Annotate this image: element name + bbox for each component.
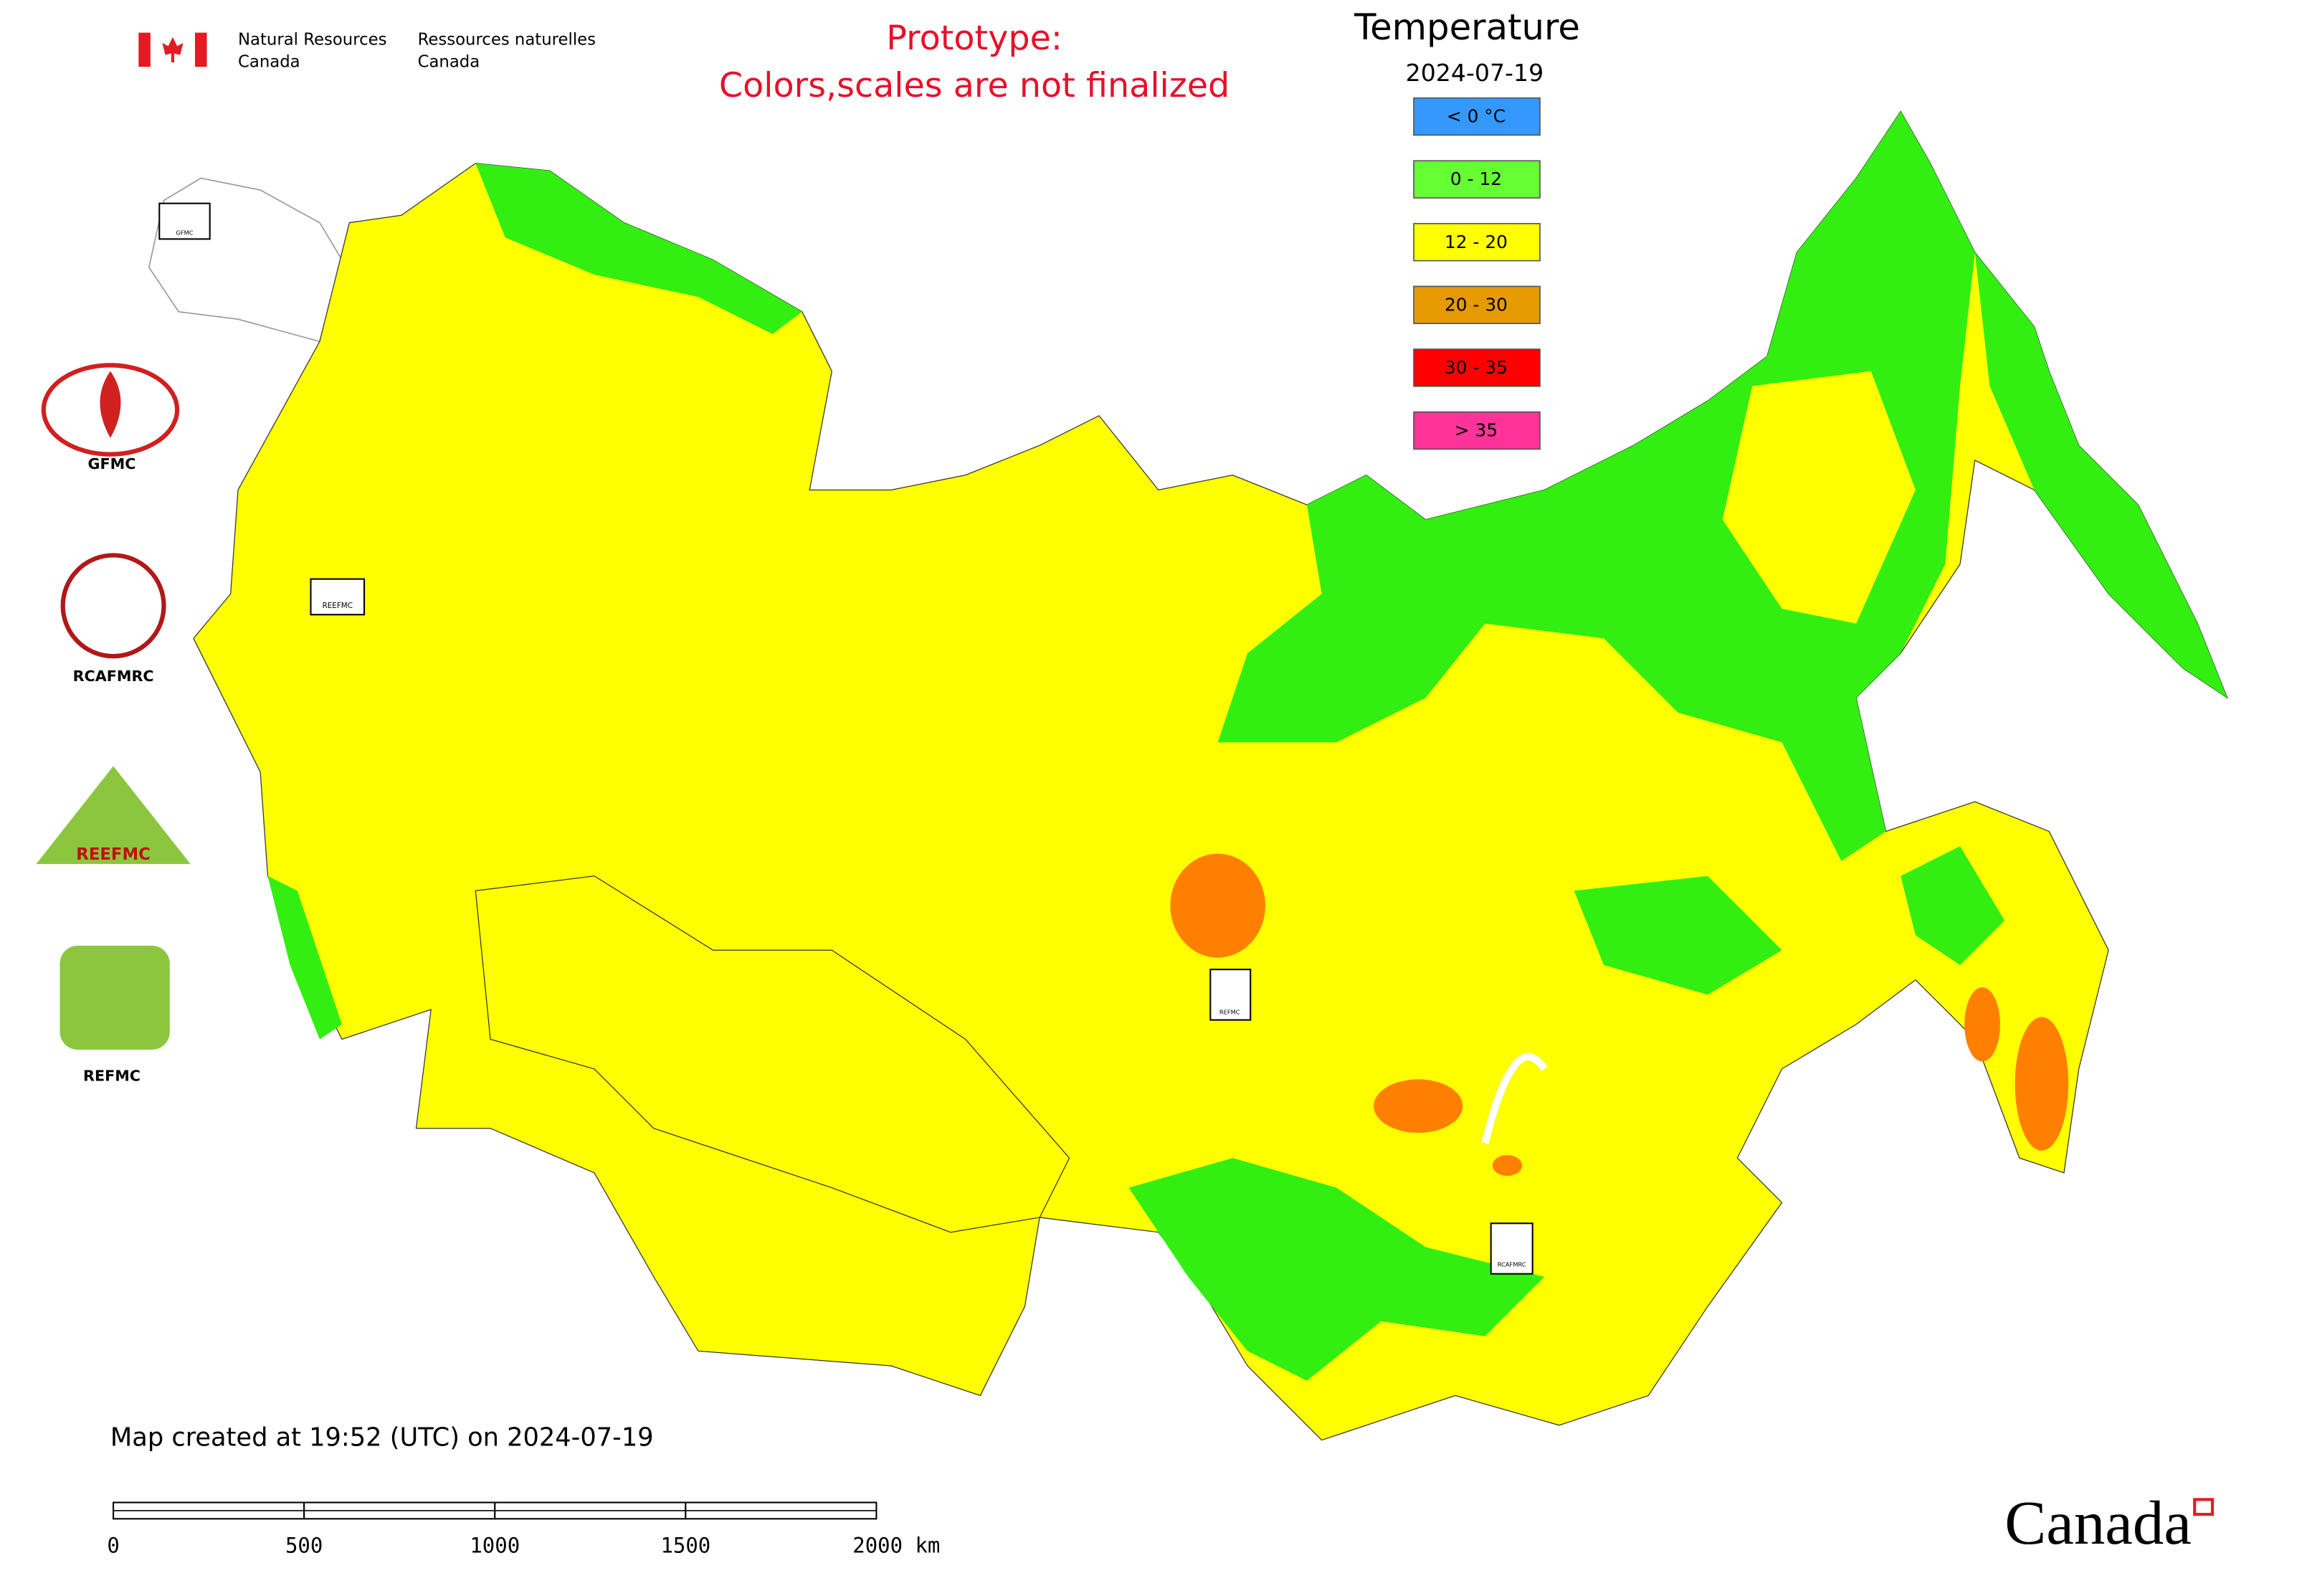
flame xyxy=(100,371,121,438)
legend-label: > 35 xyxy=(1455,420,1498,441)
maple-leaf xyxy=(162,37,184,62)
zone-hot xyxy=(1170,853,1265,958)
zone-cool xyxy=(1574,875,1782,995)
legend-label: 20 - 30 xyxy=(1445,294,1508,315)
legend-label: < 0 °C xyxy=(1447,106,1506,127)
notice: Colors,scales are not finalized xyxy=(719,66,1230,105)
logo-label: REFMC xyxy=(83,1067,141,1084)
zone-hot xyxy=(1492,1155,1523,1176)
zone-cool xyxy=(475,163,802,334)
scale-label: 1500 xyxy=(660,1534,710,1558)
marker xyxy=(1490,1222,1533,1275)
wordmark-flag xyxy=(2193,1498,2215,1516)
marker-label: REFMC xyxy=(1219,1009,1240,1016)
agency-en: Natural Resources xyxy=(238,30,386,49)
side-logos: GFMC RCAFMRC REEFMC REFMC xyxy=(36,363,191,1084)
nrcan-signature: Natural Resources Canada Ressources natu… xyxy=(138,30,596,71)
legend-swatch xyxy=(1413,160,1541,199)
marker-label: RCAFMRC xyxy=(1498,1261,1526,1268)
legend-swatch xyxy=(1413,411,1541,450)
canada-wordmark: Canada xyxy=(2004,1488,2192,1557)
legend-title: Temperature xyxy=(1354,6,1580,48)
legend-label: 30 - 35 xyxy=(1445,357,1508,378)
legend-swatch xyxy=(1413,97,1541,136)
border xyxy=(475,875,1070,1233)
agency-en: Canada xyxy=(238,52,300,71)
zone-hot xyxy=(1374,1079,1463,1133)
logo-label: REEFMC xyxy=(76,845,151,864)
zone-cool xyxy=(1217,111,1975,862)
marker-label: REEFMC xyxy=(323,602,353,610)
scale-label: 2000 km xyxy=(852,1534,940,1558)
flag-bar xyxy=(194,32,207,67)
zone-hot xyxy=(2015,1017,2069,1151)
marker xyxy=(158,202,211,240)
notice: Prototype: xyxy=(886,19,1062,58)
logo-label: RCAFMRC xyxy=(73,668,154,685)
scale-bar: 0 500 1000 1500 2000 km xyxy=(107,1501,940,1558)
scale-label: 0 xyxy=(107,1534,119,1558)
scale-label: 500 xyxy=(285,1534,323,1558)
legend-label: 0 - 12 xyxy=(1450,168,1502,189)
legend-swatch xyxy=(1413,285,1541,325)
marker xyxy=(1209,969,1252,1021)
agency-fr: Ressources naturelles xyxy=(418,30,596,49)
zone-cool xyxy=(267,875,342,1040)
marker-label: GFMC xyxy=(176,229,193,237)
zone-cool xyxy=(1128,1158,1545,1381)
created-note: Map created at 19:52 (UTC) on 2024-07-19 xyxy=(110,1423,654,1453)
zone-cool xyxy=(1974,252,2227,698)
legend-date: 2024-07-19 xyxy=(1406,59,1544,87)
map-markers: GFMC REEFMC REFMC RCAFMRC xyxy=(158,202,1533,1275)
legend-label: 12 - 20 xyxy=(1445,232,1508,252)
map xyxy=(148,110,2229,1441)
zone-hot xyxy=(1964,987,2000,1062)
zone-mild xyxy=(1722,371,1916,624)
logo-reefmc xyxy=(36,766,191,865)
scale-label: 1000 xyxy=(470,1534,520,1558)
logo-label: GFMC xyxy=(88,455,136,472)
legend-swatch xyxy=(1413,223,1541,262)
logo-refmc xyxy=(60,946,170,1050)
legend: Temperature 2024-07-19 < 0 °C 0 - 12 12 - … xyxy=(1354,6,1580,450)
lake-baikal xyxy=(1481,1053,1548,1144)
flag-bar xyxy=(138,32,151,67)
agency-fr: Canada xyxy=(418,52,480,71)
legend-swatch xyxy=(1413,348,1541,387)
logo-rcafmrc xyxy=(60,553,166,659)
marker xyxy=(310,578,366,616)
zone-cool xyxy=(1901,846,2005,965)
